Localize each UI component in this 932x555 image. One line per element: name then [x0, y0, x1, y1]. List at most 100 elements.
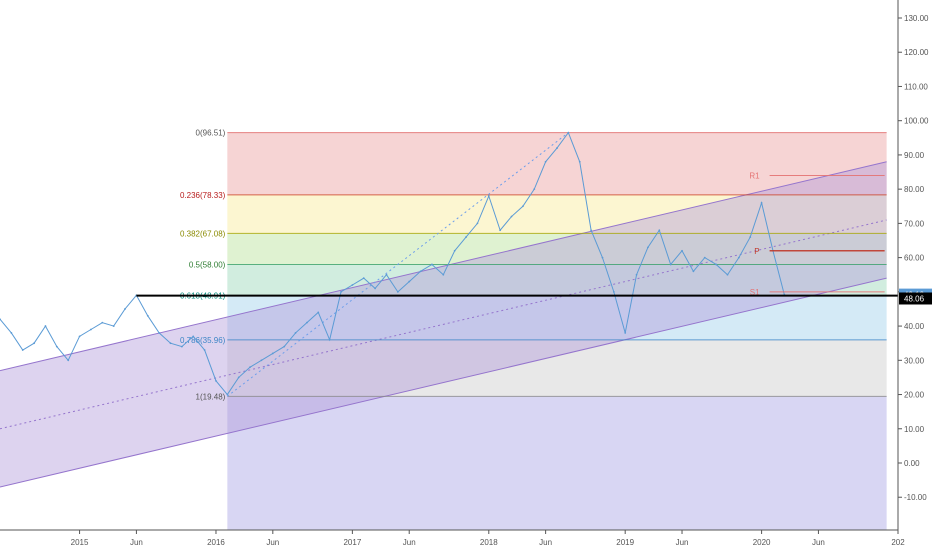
x-tick-label-4: 2017: [343, 538, 361, 547]
fib-zone-below: [227, 396, 887, 530]
x-tick-label-7: Jun: [539, 538, 552, 547]
y-tick-label-9: 40.00: [904, 322, 925, 331]
price-point-32: [362, 277, 365, 280]
price-point-55: [624, 332, 627, 334]
fib-zone-3: [227, 264, 887, 296]
price-point-48: [544, 160, 547, 163]
price-point-11: [124, 308, 126, 310]
price-point-42: [476, 222, 479, 225]
price-point-8: [90, 328, 92, 331]
price-point-27: [306, 321, 308, 324]
fib-zone-4: [227, 295, 887, 340]
level-price-box: [899, 292, 932, 305]
price-point-20: [226, 393, 229, 396]
channel-mid-line: [0, 219, 887, 430]
price-point-39: [442, 273, 445, 276]
price-point-34: [385, 273, 388, 276]
y-tick-label-14: -10.00: [904, 493, 927, 502]
price-point-14: [158, 332, 161, 334]
price-point-47: [533, 188, 536, 191]
x-tick-label-6: 2018: [480, 538, 498, 547]
y-tick-label-6: 70.00: [904, 219, 925, 228]
price-point-26: [294, 332, 297, 334]
y-tick-label-12: 10.00: [904, 425, 925, 434]
y-tick-label-5: 80.00: [904, 185, 925, 194]
x-tick-label-1: Jun: [130, 538, 143, 547]
price-point-16: [180, 345, 183, 348]
fib-level-label-1: 0.236(78.33): [180, 191, 226, 200]
price-point-5: [55, 345, 58, 348]
price-point-63: [715, 263, 718, 266]
price-point-15: [169, 342, 172, 345]
price-point-46: [521, 205, 524, 208]
channel-lower-line: [0, 277, 887, 488]
price-point-22: [249, 366, 251, 369]
fib-level-label-0: 0(96.51): [196, 129, 226, 138]
y-tick-label-1: 120.00: [904, 48, 929, 57]
price-point-66: [749, 236, 752, 238]
price-point-0: [0, 318, 1, 321]
price-point-28: [317, 311, 320, 314]
price-point-58: [658, 229, 661, 232]
price-point-9: [101, 321, 104, 324]
price-point-44: [499, 229, 502, 232]
price-point-40: [453, 249, 456, 252]
price-point-41: [465, 236, 467, 238]
price-series-line: [0, 131, 785, 396]
price-point-30: [340, 290, 342, 293]
price-point-19: [215, 379, 217, 382]
x-tick-label-11: Jun: [812, 538, 825, 547]
fib-level-label-5: 0.786(35.96): [180, 336, 226, 345]
fib-zone-2: [227, 233, 887, 265]
price-point-67: [760, 201, 763, 204]
price-point-52: [590, 229, 592, 232]
x-tick-label-0: 2015: [71, 538, 89, 547]
x-tick-label-9: Jun: [676, 538, 689, 547]
price-point-31: [351, 284, 354, 286]
price-point-64: [726, 273, 729, 276]
fib-zone-1: [227, 194, 887, 234]
x-tick-label-8: 2019: [616, 538, 634, 547]
price-point-7: [78, 335, 81, 338]
price-point-2: [21, 349, 24, 351]
price-point-62: [703, 256, 706, 259]
price-point-1: [10, 332, 13, 334]
fib-level-label-3: 0.5(58.00): [189, 260, 226, 269]
price-point-33: [374, 287, 377, 290]
price-point-51: [578, 160, 581, 163]
y-tick-label-11: 20.00: [904, 391, 925, 400]
y-tick-label-7: 60.00: [904, 254, 925, 263]
price-point-21: [237, 376, 240, 379]
pivot-label-P: P: [754, 247, 759, 256]
x-tick-label-12: 202: [891, 538, 905, 547]
price-point-49: [556, 147, 558, 149]
price-point-36: [408, 280, 411, 283]
price-point-17: [192, 335, 195, 338]
price-point-23: [260, 359, 263, 362]
y-tick-label-3: 100.00: [904, 117, 929, 126]
y-tick-label-13: 0.00: [904, 459, 920, 468]
level-price-label: 48.06: [904, 294, 925, 303]
price-point-45: [510, 215, 513, 218]
price-point-53: [601, 256, 604, 259]
price-point-25: [283, 345, 286, 348]
price-point-10: [112, 325, 115, 327]
y-tick-label-4: 90.00: [904, 151, 925, 160]
fib-zone-0: [227, 132, 887, 195]
pivot-label-S1: S1: [750, 288, 760, 297]
trend-dotted-line: [227, 132, 569, 397]
price-point-3: [33, 342, 36, 345]
price-point-29: [328, 338, 331, 341]
price-point-65: [737, 256, 740, 259]
fib-level-label-6: 1(19.48): [196, 392, 226, 401]
price-point-43: [487, 195, 490, 197]
price-point-61: [692, 270, 695, 273]
price-point-4: [44, 325, 47, 327]
price-point-18: [203, 349, 206, 351]
x-tick-label-10: 2020: [753, 538, 771, 547]
price-point-56: [635, 273, 638, 276]
price-point-24: [271, 352, 274, 355]
y-tick-label-2: 110.00: [904, 82, 928, 91]
